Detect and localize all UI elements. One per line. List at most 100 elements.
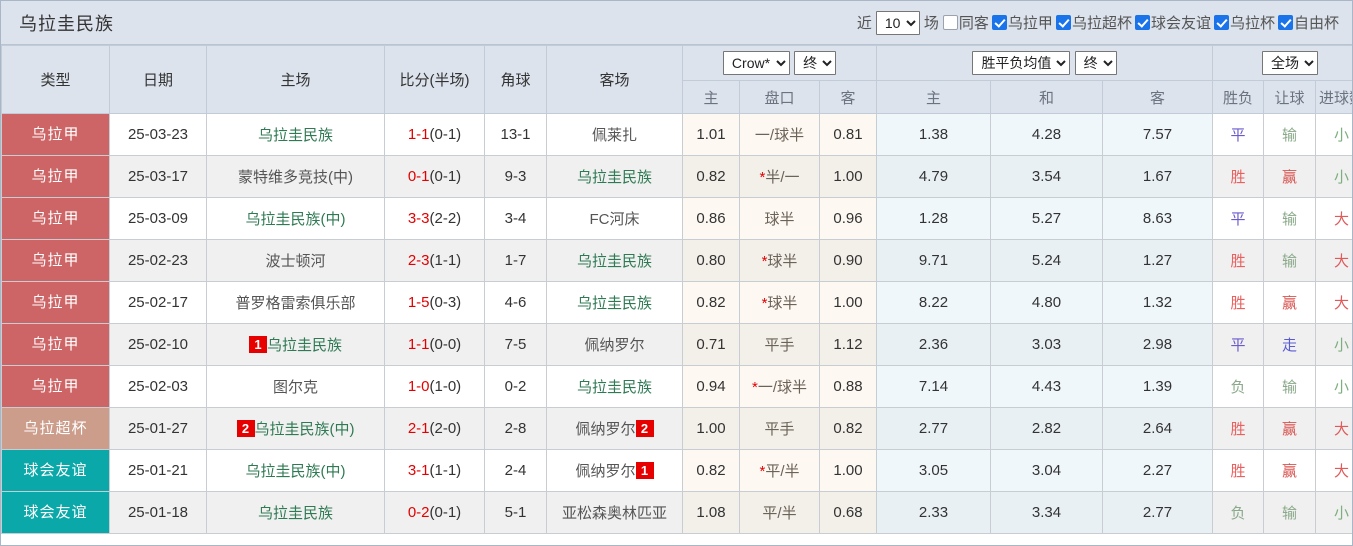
row-score[interactable]: 0-2(0-1) <box>384 491 485 534</box>
match-score[interactable]: 0-2(0-1) <box>407 504 462 521</box>
match-score[interactable]: 1-5(0-3) <box>407 294 462 311</box>
away-team-name[interactable]: FC河床 <box>589 211 640 228</box>
row-score[interactable]: 1-0(1-0) <box>384 365 485 408</box>
row-home-team[interactable]: 乌拉圭民族(中) <box>206 449 385 492</box>
row-home-team[interactable]: 乌拉圭民族 <box>206 491 385 534</box>
table-row[interactable]: 乌拉甲 25-03-17 蒙特维多竞技(中) 0-1(0-1) 9-3 乌拉圭民族 0.82… <box>1 155 1352 198</box>
competition-checkbox-0[interactable]: 乌拉甲 <box>991 12 1056 33</box>
match-score[interactable]: 1-1(0-0) <box>407 336 462 353</box>
home-team-name[interactable]: 乌拉圭民族 <box>266 337 342 354</box>
away-team-name[interactable]: 乌拉圭民族 <box>576 253 652 270</box>
row-home-team[interactable]: 2 乌拉圭民族(中) <box>206 407 385 450</box>
result-badge: 负 <box>1230 505 1246 522</box>
home-team-name[interactable]: 乌拉圭民族(中) <box>254 421 355 438</box>
row-corner: 7-5 <box>484 323 547 366</box>
table-row[interactable]: 乌拉甲 25-02-03 图尔克 1-0(1-0) 0-2 乌拉圭民族 0.94 *一/球半 0… <box>1 365 1352 408</box>
away-team-name[interactable]: 佩纳罗尔 <box>575 421 636 438</box>
row-handicap-away-odd: 1.00 <box>818 281 878 324</box>
row-away-team[interactable]: 佩纳罗尔 1 <box>546 449 683 492</box>
home-team-name[interactable]: 乌拉圭民族 <box>257 127 333 144</box>
match-score[interactable]: 2-1(2-0) <box>407 420 462 437</box>
row-home-team[interactable]: 波士顿河 <box>206 239 385 282</box>
halftime-score: (1-1) <box>429 462 462 479</box>
row-home-team[interactable]: 乌拉圭民族 <box>206 113 385 156</box>
recent-count-select[interactable]: 10 <box>875 10 920 35</box>
table-row[interactable]: 乌拉甲 25-02-17 普罗格雷索俱乐部 1-5(0-3) 4-6 乌拉圭民族 0.82 *… <box>1 281 1352 324</box>
handicap-away-odd: 1.00 <box>833 294 863 311</box>
table-row[interactable]: 乌拉甲 25-02-23 波士顿河 2-3(1-1) 1-7 乌拉圭民族 0.80 *球半 0.… <box>1 239 1352 282</box>
row-home-team[interactable]: 蒙特维多竞技(中) <box>206 155 385 198</box>
away-team-name[interactable]: 乌拉圭民族 <box>576 379 652 396</box>
away-team-name[interactable]: 乌拉圭民族 <box>576 295 652 312</box>
row-away-team[interactable]: 佩莱扎 <box>546 113 683 156</box>
table-row[interactable]: 乌拉超杯 25-01-27 2 乌拉圭民族(中) 2-1(2-0) 2-8 佩纳罗尔 2 1.0… <box>1 407 1352 450</box>
table-row[interactable]: 乌拉甲 25-03-23 乌拉圭民族 1-1(0-1) 13-1 佩莱扎 1.01 一/球半 0… <box>1 113 1352 156</box>
table-row[interactable]: 乌拉甲 25-03-09 乌拉圭民族(中) 3-3(2-2) 3-4 FC河床 0.86 球半… <box>1 197 1352 240</box>
scope-select[interactable]: 全场 <box>1262 51 1319 75</box>
competition-checkbox-2[interactable]: 球会友谊 <box>1134 12 1214 33</box>
match-score[interactable]: 0-1(0-1) <box>407 168 462 185</box>
col-header-corner: 角球 <box>484 45 547 114</box>
home-team-name[interactable]: 蒙特维多竞技(中) <box>238 169 353 186</box>
odds-stage-select[interactable]: 终 <box>1074 51 1117 75</box>
away-team-name[interactable]: 亚松森奥林匹亚 <box>561 505 667 522</box>
row-home-team[interactable]: 图尔克 <box>206 365 385 408</box>
row-score[interactable]: 1-1(0-1) <box>384 113 485 156</box>
handicap-home-odd: 1.01 <box>696 126 726 143</box>
match-score[interactable]: 1-0(1-0) <box>407 378 462 395</box>
competition-checkbox-3[interactable]: 乌拉杯 <box>1213 12 1278 33</box>
row-score[interactable]: 1-5(0-3) <box>384 281 485 324</box>
home-team-name[interactable]: 乌拉圭民族(中) <box>245 463 346 480</box>
competition-checkbox-4[interactable]: 自由杯 <box>1277 12 1342 33</box>
match-date: 25-03-17 <box>127 168 189 185</box>
corner-score: 0-2 <box>504 378 527 395</box>
row-odds-draw: 4.80 <box>990 281 1104 324</box>
odds-home: 1.38 <box>918 126 949 143</box>
row-score[interactable]: 3-1(1-1) <box>384 449 485 492</box>
handicap-result-badge: 输 <box>1282 211 1298 228</box>
home-team-name[interactable]: 图尔克 <box>272 379 318 396</box>
row-away-team[interactable]: 乌拉圭民族 <box>546 239 683 282</box>
col-header-handicap-home: 主 <box>682 80 740 114</box>
row-score[interactable]: 1-1(0-0) <box>384 323 485 366</box>
home-team-name[interactable]: 乌拉圭民族(中) <box>245 211 346 228</box>
row-home-team[interactable]: 1 乌拉圭民族 <box>206 323 385 366</box>
row-score[interactable]: 2-1(2-0) <box>384 407 485 450</box>
match-score[interactable]: 1-1(0-1) <box>407 126 462 143</box>
away-team-name[interactable]: 佩纳罗尔 <box>575 463 636 480</box>
table-row[interactable]: 球会友谊 25-01-18 乌拉圭民族 0-2(0-1) 5-1 亚松森奥林匹亚 1.08 平… <box>1 491 1352 534</box>
row-score[interactable]: 2-3(1-1) <box>384 239 485 282</box>
home-team-name[interactable]: 波士顿河 <box>265 253 326 270</box>
home-team-name[interactable]: 普罗格雷索俱乐部 <box>235 295 356 312</box>
table-row[interactable]: 球会友谊 25-01-21 乌拉圭民族(中) 3-1(1-1) 2-4 佩纳罗尔 1 0.82… <box>1 449 1352 492</box>
match-score[interactable]: 2-3(1-1) <box>407 252 462 269</box>
row-away-team[interactable]: 乌拉圭民族 <box>546 281 683 324</box>
row-home-team[interactable]: 普罗格雷索俱乐部 <box>206 281 385 324</box>
table-row[interactable]: 乌拉甲 25-02-10 1 乌拉圭民族 1-1(0-0) 7-5 佩纳罗尔 0.71 平手 1.… <box>1 323 1352 366</box>
bookmaker-select[interactable]: Crow* <box>722 51 790 75</box>
row-away-team[interactable]: 乌拉圭民族 <box>546 155 683 198</box>
row-score[interactable]: 0-1(0-1) <box>384 155 485 198</box>
row-away-team[interactable]: 佩纳罗尔 2 <box>546 407 683 450</box>
same-away-checkbox[interactable]: 同客 <box>942 12 992 33</box>
row-home-team[interactable]: 乌拉圭民族(中) <box>206 197 385 240</box>
row-away-team[interactable]: 乌拉圭民族 <box>546 365 683 408</box>
handicap-stage-select[interactable]: 终 <box>794 51 837 75</box>
row-away-team[interactable]: FC河床 <box>546 197 683 240</box>
row-odds-home: 7.14 <box>876 365 992 408</box>
home-team-name[interactable]: 乌拉圭民族 <box>257 505 333 522</box>
handicap-line: 一/球半 <box>754 127 805 144</box>
match-score[interactable]: 3-3(2-2) <box>407 210 462 227</box>
away-team-name[interactable]: 佩纳罗尔 <box>584 337 645 354</box>
odds-type-select[interactable]: 胜平负均值 <box>972 51 1071 75</box>
away-team-name[interactable]: 佩莱扎 <box>591 127 637 144</box>
row-goals-result: 大 <box>1315 281 1352 324</box>
row-score[interactable]: 3-3(2-2) <box>384 197 485 240</box>
row-away-team[interactable]: 佩纳罗尔 <box>546 323 683 366</box>
row-away-team[interactable]: 亚松森奥林匹亚 <box>546 491 683 534</box>
competition-checkbox-1[interactable]: 乌拉超杯 <box>1055 12 1135 33</box>
match-score[interactable]: 3-1(1-1) <box>407 462 462 479</box>
away-team-name[interactable]: 乌拉圭民族 <box>576 169 652 186</box>
corner-score: 13-1 <box>500 126 531 143</box>
row-handicap-home-odd: 0.86 <box>682 197 740 240</box>
